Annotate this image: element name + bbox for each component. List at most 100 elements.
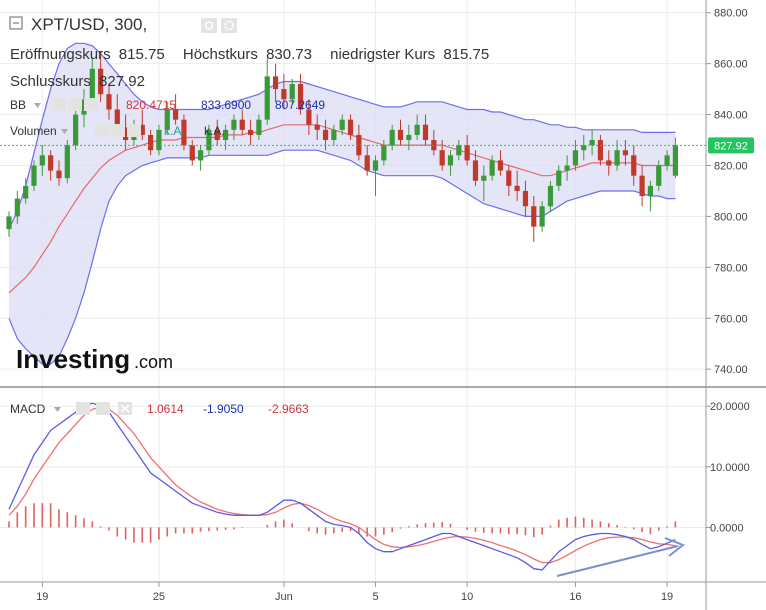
candle <box>31 160 37 191</box>
bb-visibility-icon[interactable] <box>52 98 66 111</box>
candle <box>556 165 562 191</box>
candle <box>81 89 87 128</box>
candle-body <box>439 150 445 166</box>
time-axis[interactable]: 19 25 Jun 5 10 16 19 <box>36 582 673 603</box>
candle <box>156 124 162 156</box>
investing-logo: Investing .com <box>16 344 173 374</box>
bollinger-upper-line <box>8 42 676 230</box>
time-tick-label: 5 <box>372 591 378 603</box>
logo-wordmark: Investing <box>16 344 130 374</box>
bb-basis-value: 820.4715 <box>126 98 176 112</box>
candle-body <box>456 145 462 156</box>
candle <box>289 78 295 105</box>
candle-body <box>314 124 320 130</box>
macd-visibility-icon[interactable] <box>76 402 90 415</box>
candle-body <box>672 145 678 176</box>
candle <box>189 140 195 166</box>
bb-menu-chevron-icon[interactable] <box>34 103 41 108</box>
candle <box>239 109 245 135</box>
settings-icon[interactable] <box>221 18 237 33</box>
volume-visibility-icon[interactable] <box>95 124 109 137</box>
candle-body <box>39 155 45 166</box>
price-tick-label: 740.00 <box>714 364 748 376</box>
visibility-icon-dot <box>204 21 214 30</box>
candle <box>572 140 579 171</box>
candle <box>214 119 220 146</box>
candle <box>639 165 645 207</box>
candle <box>547 180 554 212</box>
candle-body <box>256 119 262 135</box>
candle <box>447 150 454 176</box>
candle-body <box>647 185 654 197</box>
candle <box>331 124 337 146</box>
candle <box>497 150 504 176</box>
visibility-icon[interactable] <box>201 18 217 33</box>
settings-icon-gear <box>224 20 234 31</box>
volume-settings-icon[interactable] <box>111 124 125 137</box>
macd-line <box>8 402 676 571</box>
candle-body <box>173 109 179 120</box>
candle-body <box>531 206 537 227</box>
candle <box>247 119 254 146</box>
macd-tick-label: 20.0000 <box>710 401 750 413</box>
price-tick-label: 840.00 <box>714 110 748 122</box>
bb-label[interactable]: BB <box>10 98 26 112</box>
candle <box>564 155 570 181</box>
candle <box>522 180 529 217</box>
candle <box>98 50 104 102</box>
candle-body <box>73 114 79 146</box>
candle-body <box>189 145 195 161</box>
macd-settings-icon[interactable] <box>96 402 110 415</box>
time-tick-label: 16 <box>569 591 581 603</box>
macd-label[interactable]: MACD <box>10 402 46 416</box>
volume-close-icon[interactable] <box>127 124 141 137</box>
candle <box>23 178 29 204</box>
time-tick-label: 19 <box>36 591 48 603</box>
macd-tick-label: 0.0000 <box>710 522 744 534</box>
price-axis[interactable]: 880.00 860.00 840.00 820.00 800.00 780.00 760.… <box>706 8 748 376</box>
low-label: niedrigster Kurs <box>330 46 435 63</box>
bb-settings-icon[interactable] <box>68 98 82 111</box>
candle-body <box>347 119 354 135</box>
candle-body <box>564 165 570 171</box>
candle <box>397 119 404 146</box>
bb-close-icon[interactable] <box>84 98 98 111</box>
candle-body <box>606 160 612 166</box>
open-value: 815.75 <box>119 46 165 63</box>
candle-body <box>656 165 662 186</box>
candle <box>272 63 279 102</box>
candle-body <box>522 190 529 207</box>
volume-label[interactable]: Volumen <box>10 124 57 138</box>
candle <box>581 134 587 161</box>
candle <box>506 165 512 197</box>
volume-legend: Volumen k.A. k.A. <box>10 124 225 138</box>
candle <box>531 196 537 242</box>
macd-value-1: 1.0614 <box>147 402 184 416</box>
volume-menu-chevron-icon[interactable] <box>61 129 68 134</box>
candle-body <box>597 140 604 161</box>
candle-body <box>397 129 404 141</box>
candle-body <box>614 150 620 166</box>
low-value: 815.75 <box>443 46 489 63</box>
time-tick-label: 19 <box>661 591 673 603</box>
symbol-title: XPT/USD, 300, <box>31 15 147 34</box>
macd-menu-chevron-icon[interactable] <box>54 407 61 412</box>
candle <box>672 137 678 179</box>
bb-upper-value: 833.6900 <box>201 98 251 112</box>
candle <box>48 150 54 181</box>
candle <box>406 124 412 151</box>
candle-body <box>264 76 270 120</box>
candlestick-series <box>6 50 678 242</box>
close-row: Schlusskurs 827.92 <box>10 73 145 90</box>
candle <box>372 155 379 197</box>
candle <box>314 114 320 141</box>
macd-axis[interactable]: 20.0000 10.0000 0.0000 <box>706 401 750 534</box>
bollinger-lower-line <box>8 149 676 365</box>
candle-body <box>156 129 162 151</box>
candle <box>539 201 545 232</box>
candle <box>481 165 487 202</box>
candle-body <box>639 175 645 197</box>
candle-body <box>664 155 670 166</box>
candle-body <box>356 134 362 156</box>
